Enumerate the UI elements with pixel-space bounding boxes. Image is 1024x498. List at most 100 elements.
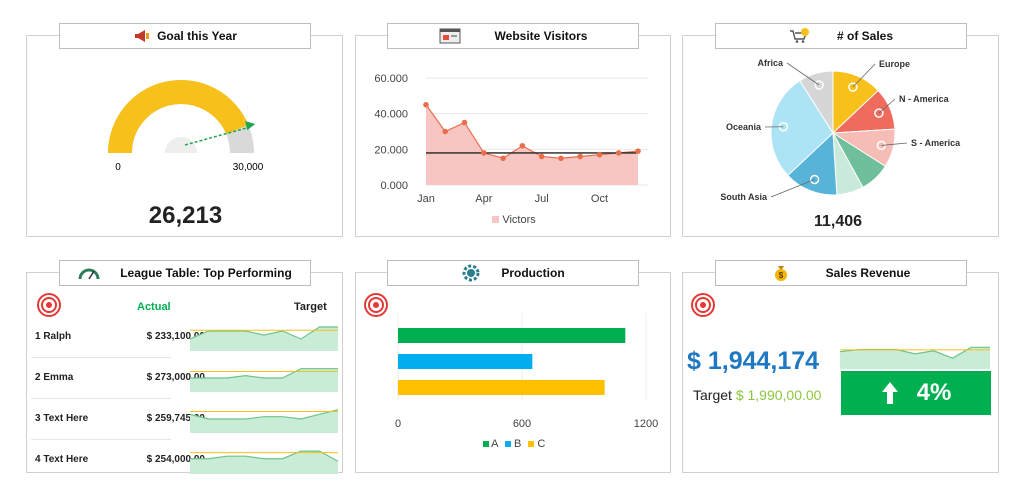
league-row: 3 Text Here $ 259,745.00: [35, 399, 338, 439]
pie-slice: [770, 79, 834, 177]
goal-panel: Goal this Year 0 30,000 26,213: [26, 23, 343, 237]
row-divider: [31, 398, 171, 399]
pie-label: Oceania: [726, 122, 762, 132]
y-tick-label: 40.000: [374, 109, 408, 121]
revenue-amount: $ 1,944,174: [687, 347, 820, 375]
gauge-marker: [245, 121, 256, 131]
league-row-sparkline: [190, 368, 338, 392]
spark-line: [190, 450, 338, 462]
visitors-area: [426, 104, 638, 185]
pie-marker: [848, 82, 858, 92]
visitors-legend: Victors: [356, 214, 672, 226]
visitors-title-box: Website Visitors: [387, 23, 639, 49]
league-title-box: League Table: Top Performing: [59, 260, 311, 286]
league-row: 4 Text Here $ 254,000.00: [35, 440, 338, 480]
revenue-panel: $ Sales Revenue $ 1,944,174 Target $ 1,9…: [682, 260, 999, 473]
pie-label: S - America: [911, 138, 961, 148]
arrow-up-icon: [881, 382, 898, 404]
legend-swatch: [492, 216, 500, 223]
spark-area: [190, 451, 338, 474]
pie-label: South Asia: [720, 192, 768, 202]
pie-leader: [881, 142, 908, 146]
league-row-sparkline: [190, 450, 338, 474]
spark-area: [190, 368, 338, 392]
league-panel: League Table: Top Performing Actual Targ…: [26, 260, 343, 474]
gauge-fill: [108, 80, 249, 154]
target-icon: [691, 293, 715, 317]
sales-title: # of Sales: [836, 29, 894, 43]
pie-leader: [770, 179, 815, 198]
spark-line: [190, 368, 338, 379]
gauge-min-label: 0: [115, 162, 121, 173]
revenue-target: Target $ 1,990,00.00: [693, 387, 821, 403]
league-row-name: 3 Text Here: [35, 413, 89, 424]
visitors-point: [423, 101, 429, 108]
x-tick-label: Oct: [591, 193, 608, 205]
revenue-target-value: $ 1,990,00.00: [735, 387, 822, 403]
pie-slice: [799, 70, 834, 135]
production-title: Production: [501, 266, 565, 280]
pie-leader: [878, 98, 896, 114]
target-icon: [37, 293, 61, 317]
legend-label-b: B: [513, 438, 522, 450]
pie-marker: [814, 80, 824, 90]
speedometer-icon: [78, 268, 100, 280]
production-legend: A B C: [356, 438, 672, 450]
league-row-value: $ 259,745.00: [146, 413, 205, 424]
pie-label: N - America: [899, 94, 950, 104]
legend-label-c: C: [537, 438, 546, 450]
league-row-value: $ 254,000.00: [146, 454, 205, 465]
spark-area: [190, 409, 338, 433]
target-header: Target: [294, 301, 327, 313]
row-divider: [31, 439, 171, 440]
visitors-point: [635, 148, 641, 154]
production-panel: Production 0 600 1200 A B C: [355, 260, 672, 473]
gauge-max-label: 30,000: [233, 162, 264, 173]
goal-title: Goal this Year: [157, 29, 237, 43]
visitors-point: [558, 155, 564, 162]
x-tick-label: Jul: [535, 193, 549, 205]
revenue-change-box: 4%: [841, 371, 991, 415]
revenue-target-label: Target: [693, 387, 732, 403]
visitors-point: [519, 142, 526, 149]
production-bar: [398, 380, 605, 395]
revenue-title-box: $ Sales Revenue: [715, 260, 967, 286]
visitors-point: [615, 150, 622, 156]
legend-label-a: A: [491, 438, 498, 450]
actual-header: Actual: [137, 301, 171, 313]
visitors-panel: Website Visitors 60.000 40.000 20.000 0.000…: [355, 23, 672, 237]
visitors-legend-label: Victors: [502, 214, 536, 226]
pie-label: Europe: [879, 59, 910, 69]
visitors-line: [425, 104, 639, 159]
x-tick-label: 600: [513, 418, 531, 430]
legend-swatch-c: [528, 441, 535, 447]
x-tick-label: 0: [395, 418, 401, 430]
visitors-point: [442, 128, 449, 135]
gauge-hub: [165, 137, 197, 153]
money-bag-icon: $: [774, 266, 787, 281]
y-tick-label: 0.000: [380, 180, 408, 192]
browser-icon: [439, 28, 461, 44]
production-bar: [398, 328, 626, 343]
spark-area: [840, 347, 990, 369]
x-tick-label: 1200: [634, 418, 658, 430]
visitors-point: [481, 150, 487, 156]
sales-total: 11,406: [813, 213, 863, 230]
pie-label: Africa: [757, 58, 784, 68]
production-chart: 0 600 1200: [395, 313, 658, 430]
shopping-cart-icon: [789, 28, 809, 43]
league-row: 1 Ralph $ 233,100.00: [35, 317, 338, 357]
visitors-title: Website Visitors: [494, 29, 588, 43]
goal-value: 26,213: [148, 202, 223, 229]
x-tick-label: Jan: [417, 193, 435, 205]
production-title-box: Production: [387, 260, 639, 286]
league-row-name: 1 Ralph: [35, 331, 72, 342]
revenue-change: 4%: [916, 379, 952, 406]
pie-leader: [852, 63, 876, 88]
x-tick-label: Apr: [475, 193, 492, 205]
league-row-sparkline: [190, 409, 338, 433]
visitors-point: [500, 155, 506, 162]
revenue-sparkline: [840, 346, 990, 369]
visitors-point: [538, 153, 545, 160]
spark-line: [190, 326, 338, 340]
